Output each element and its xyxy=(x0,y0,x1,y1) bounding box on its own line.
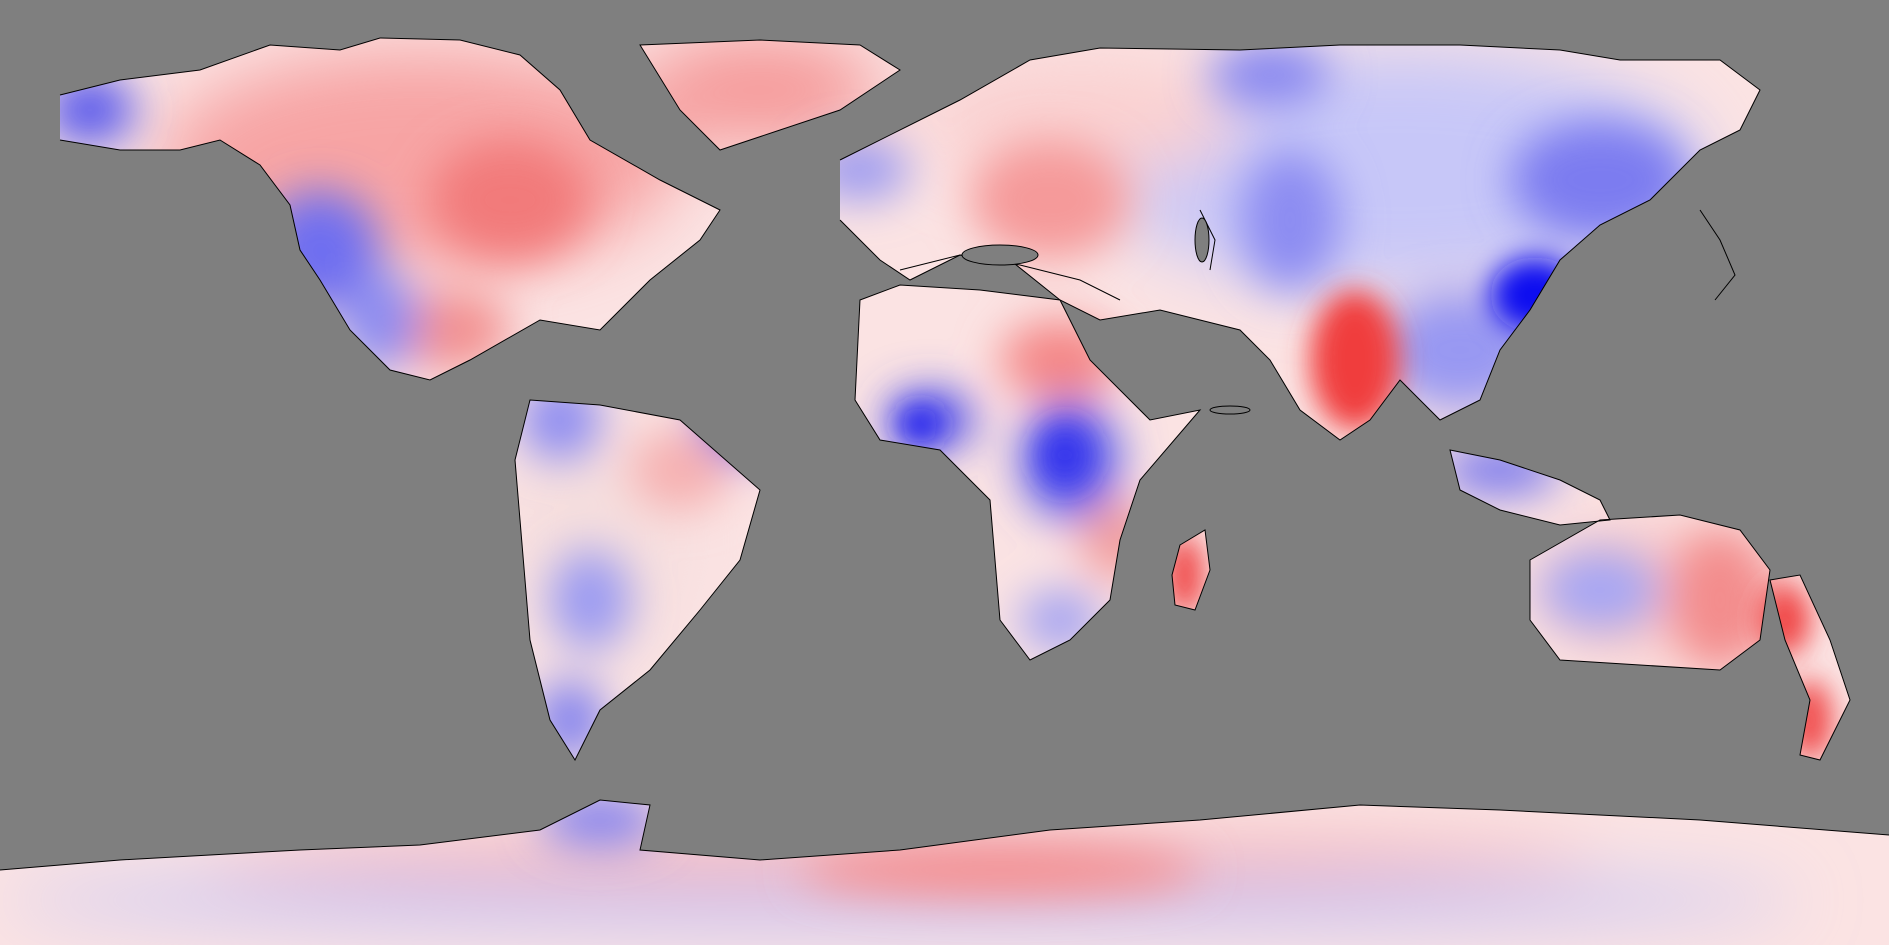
inland-water xyxy=(961,217,1251,415)
coastline-north-america xyxy=(59,37,721,381)
coastline-south-america xyxy=(514,399,761,762)
coastline-indonesia xyxy=(1449,449,1611,526)
coastline-mediterranean xyxy=(899,254,1121,301)
coastline-new-zealand xyxy=(1769,574,1851,761)
coastlines xyxy=(0,37,1889,871)
coastline-eurasia xyxy=(839,44,1761,441)
coastline-australia xyxy=(1529,514,1771,671)
coastline-madagascar xyxy=(1171,529,1211,611)
coastline-africa xyxy=(854,284,1202,661)
coastline-japan xyxy=(1699,209,1736,301)
coastline-greenland xyxy=(639,39,901,151)
coastline-antarctica xyxy=(0,799,1889,871)
